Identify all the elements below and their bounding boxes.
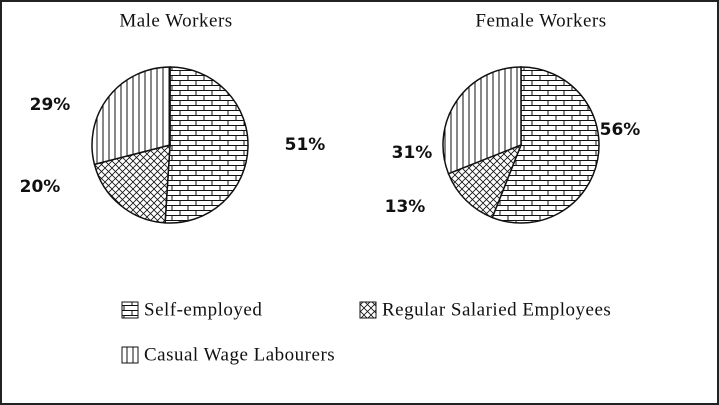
legend-swatch	[122, 302, 138, 318]
chart-title: Male Workers	[119, 10, 232, 31]
frame	[1, 1, 718, 404]
value-label: 56%	[600, 120, 641, 140]
value-label: 31%	[392, 143, 433, 163]
value-label: 29%	[30, 95, 71, 115]
chart: Male Workers 51% 20% 29% Female Workers 56% 13…	[0, 0, 719, 405]
legend-label: Casual Wage Labourers	[144, 344, 335, 365]
value-label: 51%	[285, 135, 326, 155]
value-label: 20%	[20, 177, 61, 197]
legend-swatch	[122, 347, 138, 363]
legend-label: Regular Salaried Employees	[382, 299, 611, 320]
value-label: 13%	[385, 197, 426, 217]
legend-label: Self-employed	[144, 299, 262, 320]
legend-swatch	[360, 302, 376, 318]
chart-title: Female Workers	[475, 10, 606, 31]
